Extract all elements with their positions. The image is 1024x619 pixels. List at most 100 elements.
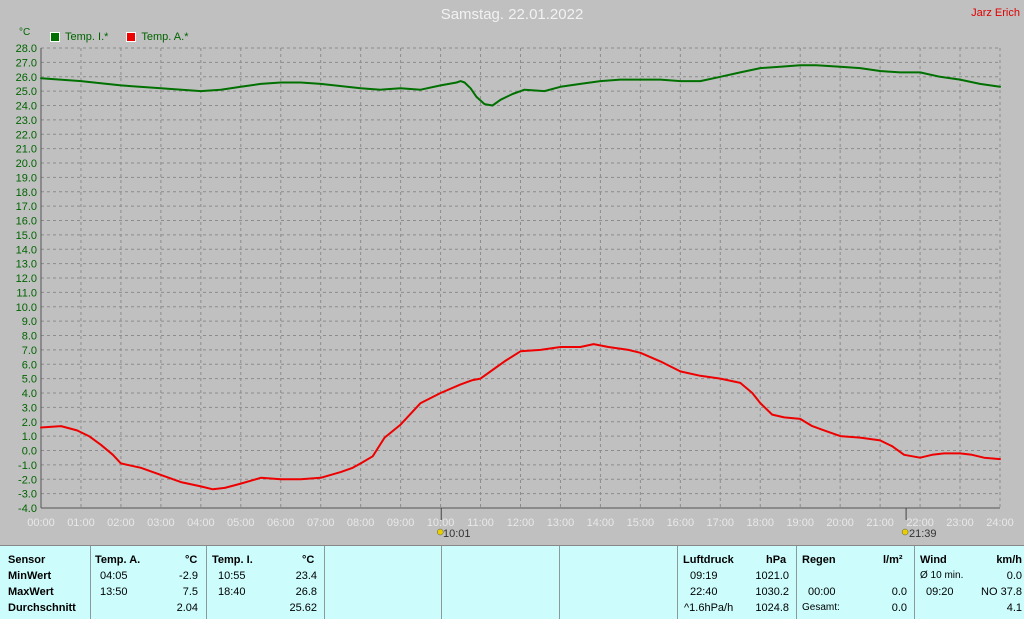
y-tick-label: 13.0 bbox=[16, 259, 37, 271]
chart-title: Samstag. 22.01.2022 bbox=[440, 6, 584, 23]
author-label: Jarz Erich bbox=[971, 7, 1020, 19]
row-label-min: MinWert bbox=[8, 570, 52, 582]
y-tick-label: 9.0 bbox=[22, 316, 37, 328]
row-label-max: MaxWert bbox=[8, 586, 54, 598]
wind-10min-label: Ø 10 min. bbox=[920, 570, 964, 581]
sunset-icon bbox=[901, 528, 909, 536]
y-tick-label: 25.0 bbox=[16, 86, 37, 98]
x-tick-label: 21:00 bbox=[866, 517, 894, 529]
rain-unit: l/m² bbox=[883, 554, 903, 566]
x-tick-label: 12:00 bbox=[507, 517, 535, 529]
x-tick-label: 05:00 bbox=[227, 517, 255, 529]
y-tick-label: 26.0 bbox=[16, 72, 37, 84]
y-tick-label: 16.0 bbox=[16, 216, 37, 228]
x-tick-label: 04:00 bbox=[187, 517, 215, 529]
sunrise-icon bbox=[436, 528, 444, 536]
temp-i-max-time: 18:40 bbox=[218, 586, 246, 598]
y-tick-label: 17.0 bbox=[16, 201, 37, 213]
y-tick-label: 3.0 bbox=[22, 402, 37, 414]
temp-i-max-value: 26.8 bbox=[295, 586, 317, 598]
y-tick-label: 14.0 bbox=[16, 244, 37, 256]
legend-label-temp-i: Temp. I.* bbox=[65, 31, 109, 43]
pressure-max-time: 22:40 bbox=[690, 586, 718, 598]
wind-unit: km/h bbox=[996, 554, 1022, 566]
y-tick-label: 5.0 bbox=[22, 374, 37, 386]
temp-i-unit: °C bbox=[302, 554, 315, 566]
y-tick-label: 23.0 bbox=[16, 115, 37, 127]
x-tick-label: 08:00 bbox=[347, 517, 375, 529]
x-tick-label: 14:00 bbox=[587, 517, 615, 529]
legend-item-temp-i: Temp. I.* bbox=[50, 31, 108, 43]
wind-average: 4.1 bbox=[1006, 602, 1022, 614]
y-tick-label: 27.0 bbox=[16, 57, 37, 69]
x-tick-label: 01:00 bbox=[67, 517, 95, 529]
pressure-min-value: 1021.0 bbox=[755, 570, 789, 582]
rain-max-value: 0.0 bbox=[891, 586, 907, 598]
pressure-unit: hPa bbox=[766, 554, 787, 566]
y-tick-label: 15.0 bbox=[16, 230, 37, 242]
pressure-header: Luftdruck bbox=[683, 554, 734, 566]
rain-total-label: Gesamt: bbox=[802, 602, 840, 613]
x-tick-label: 11:00 bbox=[467, 517, 494, 529]
y-tick-label: -2.0 bbox=[18, 474, 37, 486]
series-line-temp-a bbox=[40, 343, 1001, 491]
chart-plot: 28.0 27.0 26.0 25.0 24.0 23.0 22.0 21.0 20.0 19.0… bbox=[16, 43, 1014, 536]
x-tick-label: 10:00 bbox=[427, 517, 455, 529]
y-tick-label: 0.0 bbox=[22, 446, 37, 458]
y-tick-label: 18.0 bbox=[16, 187, 37, 199]
rain-header: Regen bbox=[802, 554, 836, 566]
y-tick-label: 28.0 bbox=[16, 43, 37, 55]
temp-a-header: Temp. A. bbox=[95, 554, 141, 566]
wind-10min-value: 0.0 bbox=[1006, 570, 1022, 582]
row-label-avg: Durchschnitt bbox=[8, 602, 76, 614]
legend: Temp. I.* Temp. A.* bbox=[50, 31, 188, 43]
x-tick-label: 06:00 bbox=[267, 517, 295, 529]
x-tick-label: 00:00 bbox=[27, 517, 55, 529]
y-tick-label: 4.0 bbox=[22, 388, 37, 400]
y-tick-label: 19.0 bbox=[16, 172, 37, 184]
y-tick-label: 7.0 bbox=[22, 345, 37, 357]
pressure-average: 1024.8 bbox=[755, 602, 789, 614]
temp-a-min-time: 04:05 bbox=[100, 570, 128, 582]
rain-total-value: 0.0 bbox=[891, 602, 907, 614]
pressure-trend: ^1.6hPa/h bbox=[684, 602, 734, 614]
x-tick-label: 19:00 bbox=[786, 517, 814, 529]
y-tick-label: 20.0 bbox=[16, 158, 37, 170]
temp-a-unit: °C bbox=[185, 554, 198, 566]
sensor-header: Sensor bbox=[8, 554, 46, 566]
x-tick-label: 20:00 bbox=[826, 517, 854, 529]
y-tick-label: 11.0 bbox=[16, 287, 37, 299]
y-tick-label: -4.0 bbox=[18, 503, 37, 515]
temp-a-min-value: -2.9 bbox=[179, 570, 198, 582]
x-tick-label: 02:00 bbox=[107, 517, 135, 529]
wind-max-time: 09:20 bbox=[926, 586, 954, 598]
x-tick-label: 03:00 bbox=[147, 517, 175, 529]
pressure-min-time: 09:19 bbox=[690, 570, 718, 582]
x-tick-label: 17:00 bbox=[707, 517, 735, 529]
x-tick-label: 24:00 bbox=[986, 517, 1014, 529]
wind-max-value: NO 37.8 bbox=[981, 586, 1022, 598]
x-tick-label: 13:00 bbox=[547, 517, 575, 529]
x-tick-label: 09:00 bbox=[387, 517, 415, 529]
y-tick-label: 12.0 bbox=[16, 273, 37, 285]
x-tick-label: 23:00 bbox=[946, 517, 974, 529]
y-tick-label: 24.0 bbox=[16, 101, 37, 113]
y-tick-label: 8.0 bbox=[22, 331, 37, 343]
temp-i-header: Temp. I. bbox=[212, 554, 253, 566]
y-tick-label: 1.0 bbox=[22, 431, 37, 443]
y-tick-label: 10.0 bbox=[16, 302, 37, 314]
x-tick-label: 18:00 bbox=[746, 517, 774, 529]
y-tick-label: 2.0 bbox=[22, 417, 37, 429]
legend-label-temp-a: Temp. A.* bbox=[141, 31, 189, 43]
legend-item-temp-a: Temp. A.* bbox=[126, 31, 188, 43]
legend-swatch-temp-a bbox=[126, 32, 137, 42]
pressure-max-value: 1030.2 bbox=[755, 586, 789, 598]
temp-i-average: 25.62 bbox=[289, 602, 317, 614]
sunrise-time: 10:01 bbox=[443, 528, 471, 540]
y-tick-label: 21.0 bbox=[16, 144, 37, 156]
y-axis-unit: °C bbox=[19, 27, 31, 38]
temp-a-max-value: 7.5 bbox=[182, 586, 198, 598]
y-tick-label: 6.0 bbox=[22, 359, 37, 371]
wind-header: Wind bbox=[920, 554, 947, 566]
x-tick-label: 22:00 bbox=[906, 517, 934, 529]
